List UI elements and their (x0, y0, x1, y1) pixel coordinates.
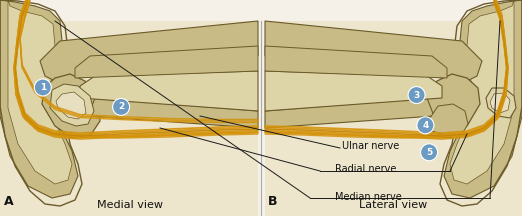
Polygon shape (422, 74, 480, 138)
Polygon shape (486, 88, 516, 118)
Polygon shape (265, 21, 522, 216)
Circle shape (417, 117, 434, 134)
Polygon shape (265, 46, 447, 78)
Polygon shape (88, 98, 258, 128)
Circle shape (408, 87, 425, 103)
Text: Lateral view: Lateral view (359, 200, 427, 210)
Polygon shape (56, 92, 86, 119)
Text: A: A (4, 195, 14, 208)
Polygon shape (265, 98, 434, 128)
Polygon shape (265, 21, 482, 81)
Text: 5: 5 (426, 148, 432, 157)
Polygon shape (0, 21, 258, 216)
Polygon shape (42, 74, 100, 138)
Polygon shape (490, 93, 510, 113)
Text: 4: 4 (422, 121, 429, 130)
Polygon shape (450, 0, 514, 184)
Circle shape (113, 98, 129, 115)
Text: 2: 2 (118, 102, 124, 111)
Polygon shape (75, 46, 258, 78)
Text: Median nerve: Median nerve (335, 192, 402, 202)
Text: 1: 1 (40, 83, 46, 92)
Polygon shape (50, 84, 94, 126)
Text: Radial nerve: Radial nerve (335, 164, 396, 174)
Polygon shape (40, 21, 258, 81)
Polygon shape (80, 71, 258, 111)
Polygon shape (430, 104, 468, 136)
Polygon shape (8, 0, 72, 184)
Polygon shape (265, 71, 442, 111)
Polygon shape (0, 0, 78, 198)
Text: Ulnar nerve: Ulnar nerve (342, 141, 399, 151)
Text: Medial view: Medial view (97, 200, 163, 210)
Text: B: B (268, 195, 278, 208)
Circle shape (421, 144, 437, 161)
Circle shape (34, 79, 51, 96)
Polygon shape (444, 0, 522, 198)
Text: 3: 3 (413, 91, 420, 100)
